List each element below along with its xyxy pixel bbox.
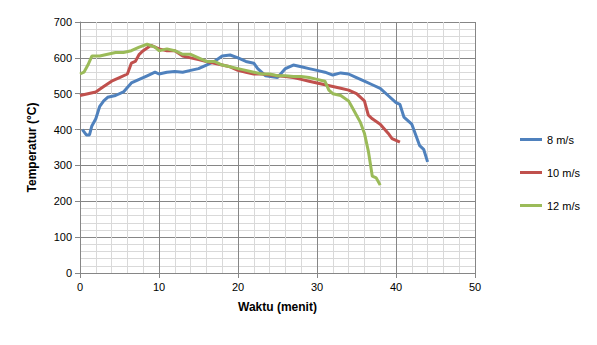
svg-text:10 m/s: 10 m/s (547, 167, 581, 179)
svg-text:8 m/s: 8 m/s (547, 134, 574, 146)
svg-text:Temperatur (°C): Temperatur (°C) (25, 103, 39, 193)
svg-text:0: 0 (66, 267, 72, 279)
svg-text:200: 200 (54, 195, 72, 207)
svg-text:20: 20 (232, 281, 244, 293)
svg-text:40: 40 (390, 281, 402, 293)
svg-text:Waktu (menit): Waktu (menit) (238, 300, 317, 314)
svg-text:12 m/s: 12 m/s (547, 200, 581, 212)
svg-text:30: 30 (311, 281, 323, 293)
svg-text:10: 10 (153, 281, 165, 293)
svg-text:100: 100 (54, 231, 72, 243)
svg-text:300: 300 (54, 159, 72, 171)
svg-text:0: 0 (77, 281, 83, 293)
svg-text:500: 500 (54, 88, 72, 100)
svg-text:700: 700 (54, 16, 72, 28)
svg-text:600: 600 (54, 52, 72, 64)
svg-text:400: 400 (54, 124, 72, 136)
svg-text:50: 50 (469, 281, 481, 293)
